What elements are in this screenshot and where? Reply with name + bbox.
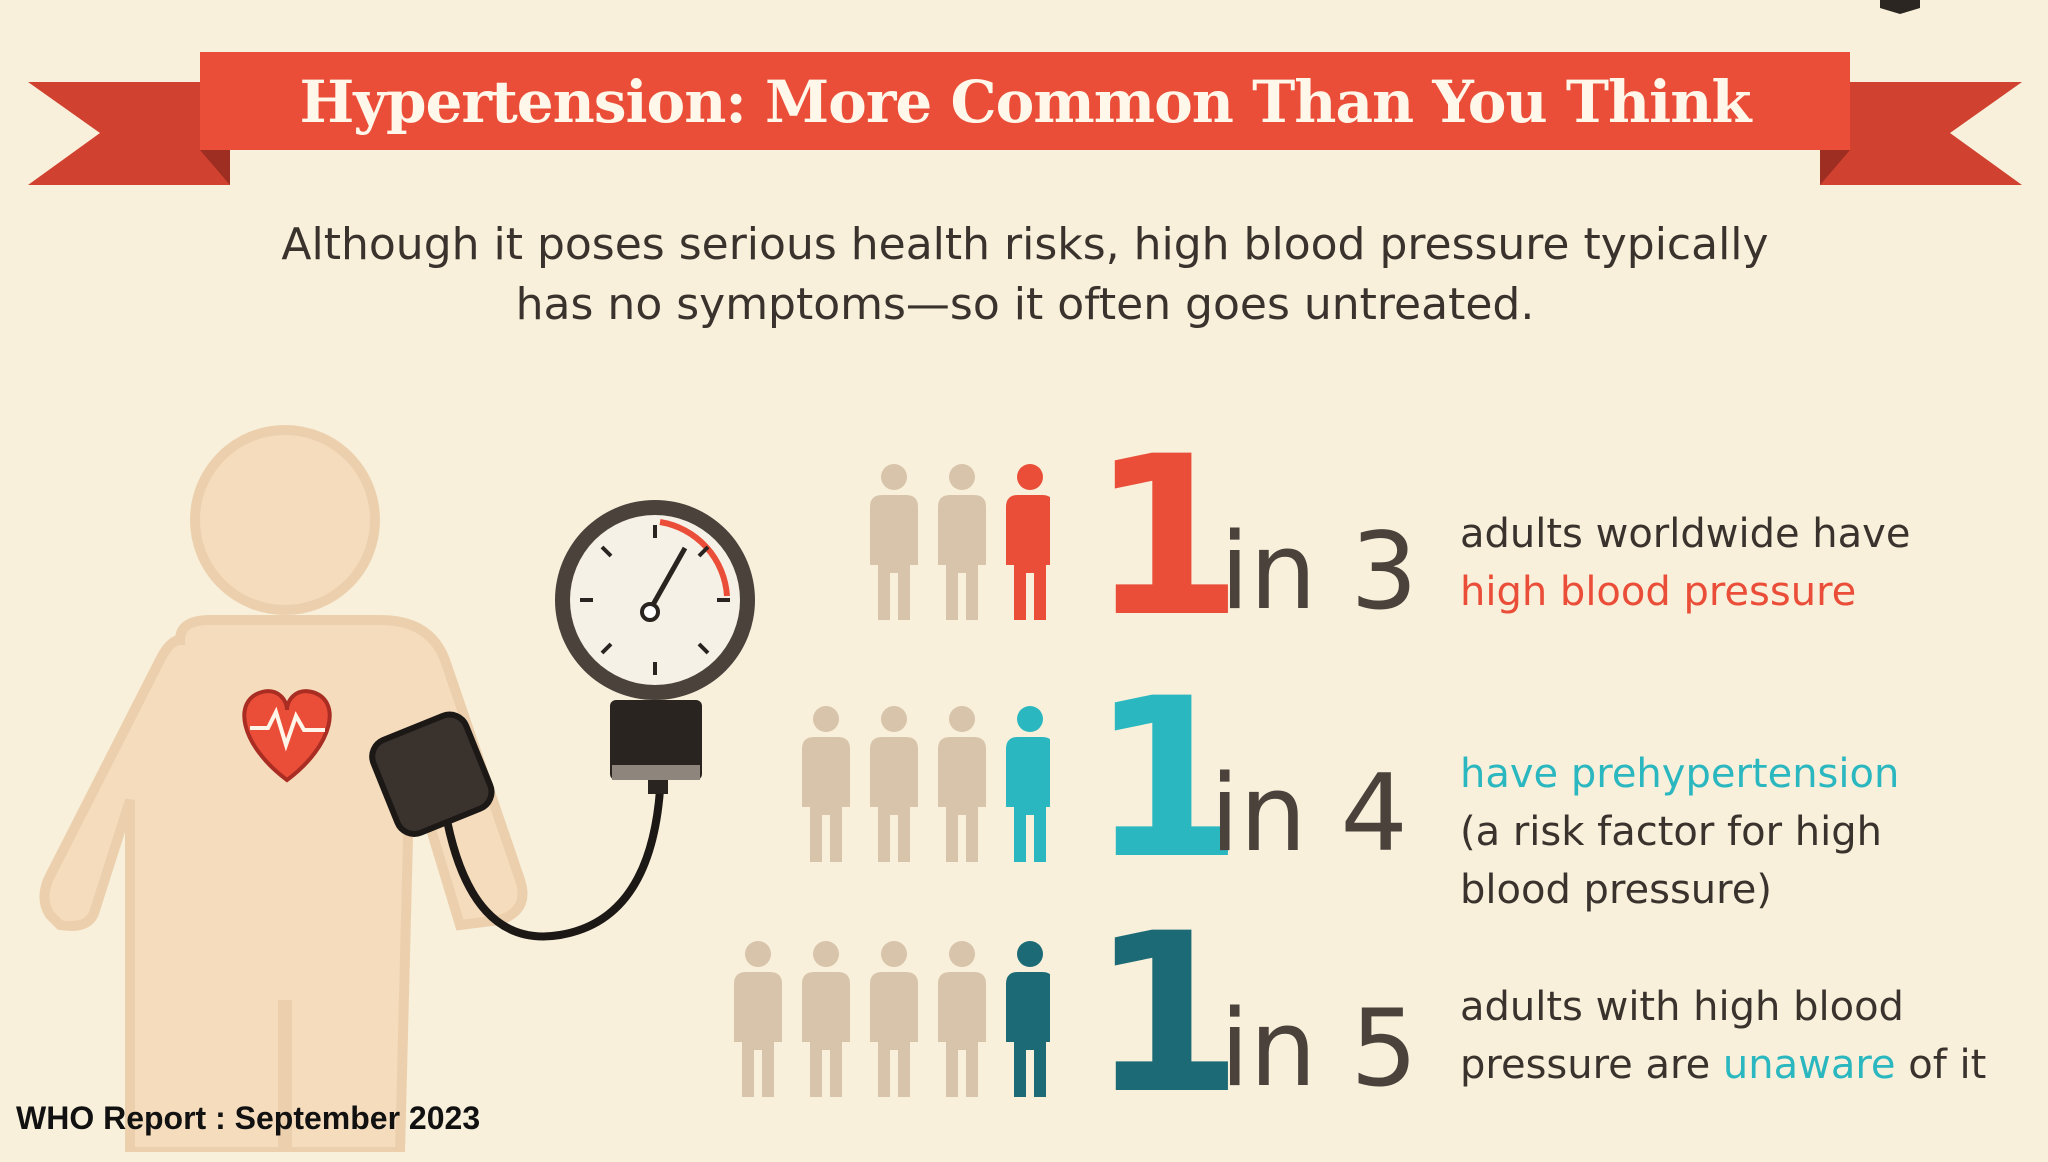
stat-desc-line-1: adults with high blood [1460,984,1904,1030]
stat-desc-highlight: high blood pressure [1460,569,1857,615]
stat-desc-pre: pressure are [1460,1042,1723,1088]
banner-main [200,52,1850,150]
person-icon [802,941,850,1097]
stat-row-1: 1 in 3 adults worldwide have high blood … [690,427,2030,685]
people-icons [870,464,1050,620]
stat-desc-highlight: have prehypertension [1460,751,1900,797]
people-icons [734,941,1050,1097]
heart-icon [242,689,332,783]
person-icon [938,464,986,620]
subtitle: Although it poses serious health risks, … [180,215,1870,335]
stat-big-number: 1 [1090,409,1244,665]
banner-left-tail [28,82,230,185]
person-icon [802,706,850,862]
stat-row-2: 1 in 4 have prehypertension (a risk fact… [690,669,2030,927]
shield-corner-icon [1880,0,1920,14]
person-icon [938,706,986,862]
banner-title: Hypertension: More Common Than You Think [299,68,1751,136]
person-icon [734,941,782,1097]
stat-ratio-text: in 3 [1220,510,1418,633]
banner-right-tail [1820,82,2022,185]
stat-big-number: 1 [1090,651,1244,907]
stat-description: adults with high blood pressure are unaw… [1460,978,2040,1094]
source-note: WHO Report : September 2023 [16,1100,481,1136]
stat-desc-line-3: blood pressure) [1460,867,1772,913]
person-icon [870,464,918,620]
banner-left-fold [200,150,230,185]
stat-big-number: 1 [1090,886,1244,1142]
person-icon [1006,941,1050,1097]
stat-row-3: 1 in 5 adults with high blood pressure a… [690,904,2030,1162]
person-icon [870,706,918,862]
stat-desc-post: of it [1895,1042,1987,1088]
stat-ratio-text: in 5 [1220,987,1418,1110]
blood-pressure-cuff-icon [369,711,495,837]
subtitle-line-2: has no symptoms—so it often goes untreat… [515,279,1535,330]
banner-right-fold [1820,150,1850,185]
people-icons [802,706,1050,862]
title-banner [28,0,2022,185]
person-icon [1006,706,1050,862]
illustration [39,425,755,1152]
person-icon [938,941,986,1097]
person-icon [1006,464,1050,620]
stat-description: have prehypertension (a risk factor for … [1460,745,2040,919]
stat-desc-line-2: (a risk factor for high [1460,809,1882,855]
stat-desc-line-1: adults worldwide have [1460,511,1911,557]
stat-desc-line-2: pressure are unaware of it [1460,1036,2040,1094]
stat-ratio-text: in 4 [1210,752,1408,875]
gauge-tube [441,789,664,941]
stat-description: adults worldwide have high blood pressur… [1460,505,2040,621]
pressure-gauge-icon [555,500,755,794]
person-icon [870,941,918,1097]
subtitle-line-1: Although it poses serious health risks, … [281,219,1769,270]
stat-desc-highlight: unaware [1722,1042,1896,1088]
